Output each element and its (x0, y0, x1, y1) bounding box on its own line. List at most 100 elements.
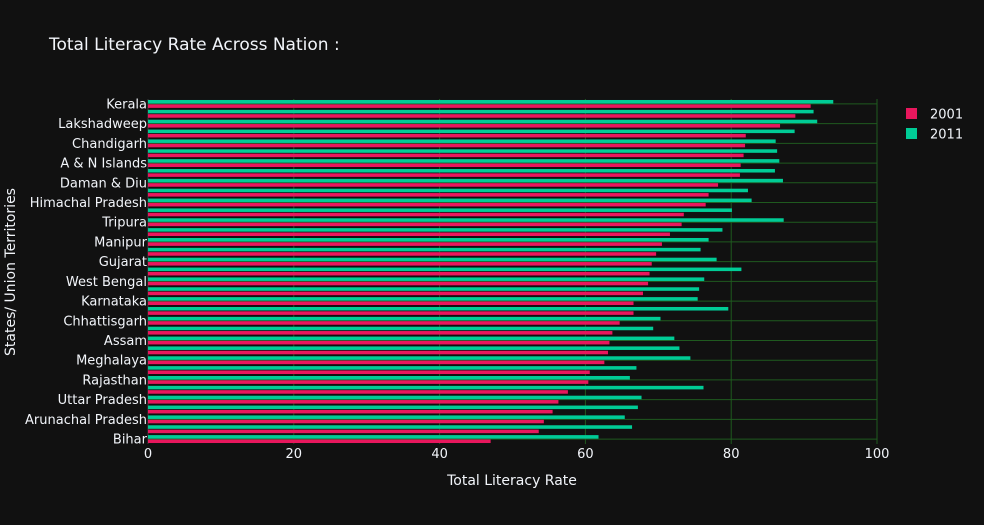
bar-2001 (148, 281, 649, 286)
y-tick-label: Arunachal Pradesh (25, 413, 147, 428)
bar-2001 (148, 222, 682, 227)
bar-2011 (148, 297, 698, 301)
bar-2011 (148, 247, 701, 252)
bar-2011 (148, 435, 599, 439)
x-axis-title: Total Literacy Rate (446, 473, 577, 489)
bar-2011 (148, 159, 780, 163)
bar-2011 (148, 277, 705, 281)
x-tick-label: 100 (865, 447, 890, 462)
y-tick-label: Uttar Pradesh (58, 393, 147, 408)
y-tick-label: Tripura (101, 216, 147, 231)
bar-2001 (148, 232, 670, 237)
bar-2011 (148, 267, 742, 272)
bar-2001 (148, 271, 650, 276)
bar-2011 (148, 306, 729, 311)
bar-2001 (148, 439, 491, 444)
bar-2001 (148, 291, 643, 296)
bar-2011 (148, 198, 752, 203)
bar-2011 (148, 405, 638, 410)
bar-2001 (148, 370, 590, 375)
y-tick-label: Gujarat (99, 255, 147, 270)
bar-2011 (148, 168, 775, 173)
bar-2001 (148, 212, 684, 217)
y-tick-label: Rajasthan (82, 373, 147, 388)
bar-2001 (148, 400, 559, 404)
legend[interactable]: 2001 2011 (906, 108, 963, 143)
bar-2001 (148, 183, 719, 187)
bar-2011 (148, 385, 704, 390)
bar-2011 (148, 208, 732, 212)
bar-2011 (148, 149, 778, 153)
legend-swatch-2001 (906, 108, 917, 119)
bar-2001 (148, 193, 709, 197)
bar-2011 (148, 395, 642, 400)
x-tick-label: 0 (144, 447, 152, 462)
y-tick-label: Chhattisgarh (63, 314, 147, 329)
y-tick-label: West Bengal (66, 275, 147, 290)
bar-2001 (148, 409, 553, 414)
y-tick-label: Assam (104, 334, 147, 349)
legend-label-2001: 2001 (930, 108, 963, 123)
x-tick-label: 40 (431, 447, 448, 462)
y-axis-title: States/ Union Territories (3, 188, 19, 356)
y-tick-label: Chandigarh (72, 137, 147, 152)
bar-2011 (148, 287, 700, 291)
chart-title: Total Literacy Rate Across Nation : (48, 35, 340, 55)
bar-2011 (148, 237, 709, 242)
bar-2011 (148, 425, 633, 429)
y-tick-label: A & N Islands (60, 157, 147, 172)
bar-2001 (148, 133, 746, 138)
bar-2011 (148, 188, 748, 193)
bar-2001 (148, 360, 605, 365)
bar-2001 (148, 173, 740, 177)
bar-2001 (148, 390, 568, 394)
bar-2001 (148, 242, 662, 246)
y-tick-label: Manipur (94, 235, 148, 250)
bar-2001 (148, 301, 634, 306)
y-tick-label: Karnataka (81, 295, 147, 310)
bar-2001 (148, 331, 613, 335)
bar-2011 (148, 228, 723, 232)
bar-2001 (148, 429, 539, 434)
bar-2001 (148, 202, 706, 207)
bar-2001 (148, 114, 796, 118)
bar-2001 (148, 252, 657, 256)
bar-2011 (148, 178, 783, 183)
legend-label-2011: 2011 (930, 128, 963, 143)
bar-2011 (148, 129, 795, 134)
y-tick-label: Bihar (113, 433, 148, 448)
bar-2001 (148, 153, 744, 158)
y-tick-label: Daman & Diu (60, 176, 147, 191)
bar-2001 (148, 350, 608, 355)
bar-2001 (148, 163, 741, 168)
bar-2001 (148, 321, 620, 325)
y-tick-label: Lakshadweep (58, 117, 147, 132)
bar-2011 (148, 109, 814, 114)
bar-2001 (148, 143, 746, 148)
bar-2011 (148, 415, 625, 419)
bar-2011 (148, 218, 784, 222)
x-tick-label: 20 (286, 447, 303, 462)
bar-2011 (148, 375, 630, 380)
legend-swatch-2011 (906, 128, 917, 139)
x-tick-label: 80 (723, 447, 740, 462)
bar-2001 (148, 340, 610, 345)
bar-2011 (148, 326, 654, 331)
bar-2001 (148, 311, 634, 315)
bar-2011 (148, 257, 717, 262)
bar-2011 (148, 99, 834, 104)
bar-2001 (148, 124, 781, 128)
bar-2001 (148, 419, 544, 424)
bar-2011 (148, 336, 675, 341)
bar-2011 (148, 119, 818, 124)
bar-2001 (148, 104, 811, 108)
bar-2011 (148, 139, 776, 143)
bar-2001 (148, 262, 652, 266)
y-tick-label: Kerala (106, 97, 147, 112)
bar-2011 (148, 356, 691, 360)
y-tick-label: Meghalaya (76, 354, 147, 369)
bar-2001 (148, 380, 589, 384)
bar-2011 (148, 366, 637, 370)
